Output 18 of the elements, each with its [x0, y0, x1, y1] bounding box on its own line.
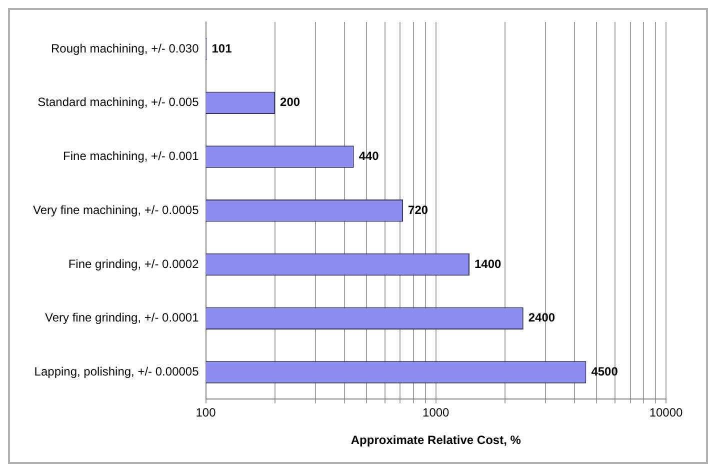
data-label: 440: [358, 149, 380, 164]
y-tick-label: Fine grinding, +/- 0.0002: [68, 256, 200, 271]
y-tick-label: Fine machining, +/- 0.001: [63, 149, 200, 164]
data-label: 200: [280, 95, 300, 110]
data-label: 4500: [591, 364, 618, 379]
y-tick-label: Very fine machining, +/- 0.0005: [32, 202, 200, 217]
data-label: 2400: [528, 310, 556, 325]
y-tick-label: Lapping, polishing, +/- 0.00005: [34, 364, 200, 379]
data-label: 1400: [474, 256, 502, 271]
data-label: 720: [408, 202, 428, 217]
x-axis-title: Approximate Relative Cost, %: [350, 433, 522, 448]
x-tick-label: 100: [196, 406, 216, 420]
data-label: 101: [212, 41, 232, 56]
x-tick-label: 10000: [649, 406, 684, 420]
y-tick-label: Very fine grinding, +/- 0.0001: [44, 310, 200, 325]
y-tick-label: Standard machining, +/- 0.005: [38, 95, 200, 110]
x-tick-label: 1000: [422, 406, 450, 420]
y-tick-label: Rough machining, +/- 0.030: [51, 41, 200, 56]
